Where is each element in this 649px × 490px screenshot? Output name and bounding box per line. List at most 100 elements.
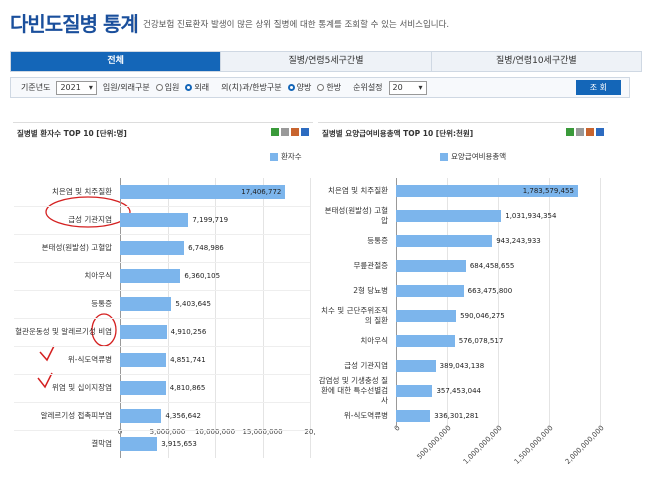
row-separator: [14, 290, 310, 291]
x-tick-label: 5,000,000: [149, 428, 186, 436]
radio-label: 외래: [194, 83, 210, 92]
grid-line: [310, 178, 311, 458]
row-separator: [14, 318, 310, 319]
bar: [120, 269, 181, 283]
radio-label: 입원: [164, 83, 180, 92]
axis-line: [396, 178, 397, 428]
legend-swatch: [440, 152, 448, 161]
bar: [120, 213, 189, 227]
icon[interactable]: [291, 128, 299, 136]
bar: [120, 325, 167, 339]
bar: [120, 185, 286, 199]
category-label: 무릎관절증: [353, 260, 389, 270]
category-label: 본태성(원발성) 고혈압: [41, 243, 112, 252]
row-separator: [14, 430, 310, 431]
value-label: 7,199,719: [192, 216, 229, 224]
value-label: 590,046,275: [460, 311, 505, 320]
radio[interactable]: 양방: [287, 82, 312, 93]
tab[interactable]: 질병/연령5세구간별: [220, 52, 430, 71]
bar: [120, 381, 166, 395]
radio-label: 한방: [326, 83, 342, 92]
grid-line: [549, 178, 550, 428]
divider: [134, 17, 135, 31]
legend: 환자수: [270, 151, 302, 162]
legend: 요양급여비용총액: [440, 151, 506, 162]
radio[interactable]: 외래: [185, 82, 209, 93]
category-label: 위-식도역류병: [343, 410, 388, 420]
tab[interactable]: 질병/연령10세구간별: [430, 52, 641, 71]
tab[interactable]: 전체: [11, 52, 221, 71]
bar: [120, 297, 172, 311]
search-button[interactable]: 조 회: [575, 80, 621, 95]
category-label: 치아우식: [84, 271, 112, 280]
category-label: 본태성(원발성) 고혈압: [324, 205, 388, 225]
value-label: 336,301,281: [434, 411, 479, 420]
value-label: 389,043,138: [439, 361, 485, 370]
row-separator: [14, 346, 310, 347]
icon[interactable]: [586, 128, 594, 136]
icon[interactable]: [596, 128, 604, 136]
tab-bar: 전체 질병/연령5세구간별 질병/연령10세구간별: [10, 51, 642, 72]
select-arrow: ▾: [88, 82, 93, 92]
bar: [396, 209, 502, 222]
icon[interactable]: [281, 128, 289, 136]
filter-label: 의(치)과/한방구분: [221, 83, 282, 92]
value-label: 5,403,645: [175, 300, 211, 308]
bar: [396, 259, 466, 272]
select-value: 20: [392, 82, 403, 92]
radio-label: 양방: [296, 83, 312, 92]
value-label: 663,475,800: [467, 286, 513, 295]
filter-label: 기준년도: [21, 83, 51, 92]
legend-label: 요양급여비용총액: [451, 152, 507, 161]
category-label: 위-식도역류병: [67, 355, 112, 364]
rank-select[interactable]: 20 ▾: [388, 80, 427, 95]
category-label: 급성 기관지염: [68, 215, 112, 224]
bar: [120, 437, 158, 451]
bar: [396, 184, 578, 197]
value-label: 1,031,934,354: [505, 211, 557, 220]
value-label: 6,748,986: [188, 244, 224, 252]
bar: [396, 284, 464, 297]
bar: [396, 234, 493, 247]
category-label: 혈관운동성 및 알레르기성 비염: [15, 327, 112, 336]
year-select[interactable]: 2021 ▾: [56, 80, 97, 95]
value-label: 4,851,741: [170, 356, 206, 364]
category-label: 치아우식: [360, 335, 388, 345]
bar: [396, 309, 457, 322]
grid-line: [447, 178, 448, 428]
value-label: 943,243,933: [496, 236, 541, 245]
icon[interactable]: [271, 128, 279, 136]
value-label: 357,453,044: [436, 386, 481, 395]
filter-bar: 기준년도 2021 ▾ 입원/외래구분 입원 외래 의(치)과/한방구분 양방 한…: [10, 77, 630, 98]
category-label: 치은염 및 치주질환: [52, 187, 112, 196]
chart-panel: 질병별 요양급여비용총액 TOP 10 [단위:천원]: [318, 122, 608, 453]
category-label: 치수 및 근단주위조직의 질환: [321, 305, 388, 325]
bar: [396, 409, 431, 422]
row-separator: [14, 206, 310, 207]
filter-label: 입원/외래구분: [102, 83, 150, 92]
icon[interactable]: [576, 128, 584, 136]
radio[interactable]: 입원: [155, 82, 180, 93]
icon[interactable]: [566, 128, 574, 136]
page-description: 건강보험 진료환자 발생이 많은 상위 질병에 대한 통계를 조회할 수 있는 …: [143, 20, 450, 30]
value-label: 3,915,653: [161, 440, 197, 448]
category-label: 2형 당뇨병: [353, 285, 388, 295]
icon[interactable]: [301, 128, 309, 136]
grid-line: [600, 178, 601, 428]
radio[interactable]: 한방: [317, 82, 341, 93]
x-tick-label: 15,000,000: [242, 428, 283, 436]
value-label: 4,910,256: [170, 328, 207, 336]
category-label: 등통증: [367, 235, 388, 245]
bar: [120, 353, 167, 367]
bar: [120, 241, 185, 255]
value-label: 4,356,642: [165, 412, 202, 420]
category-label: 급성 기관지염: [344, 360, 388, 370]
legend-label: 환자수: [281, 152, 302, 161]
category-label: 위염 및 십이지장염: [52, 383, 112, 392]
value-label: 1,783,579,455: [522, 186, 574, 195]
chart-tools: [566, 128, 604, 136]
row-separator: [14, 262, 310, 263]
x-tick-label: 10,000,000: [194, 428, 236, 436]
value-label: 684,458,655: [469, 261, 515, 270]
grid-line: [498, 178, 499, 428]
